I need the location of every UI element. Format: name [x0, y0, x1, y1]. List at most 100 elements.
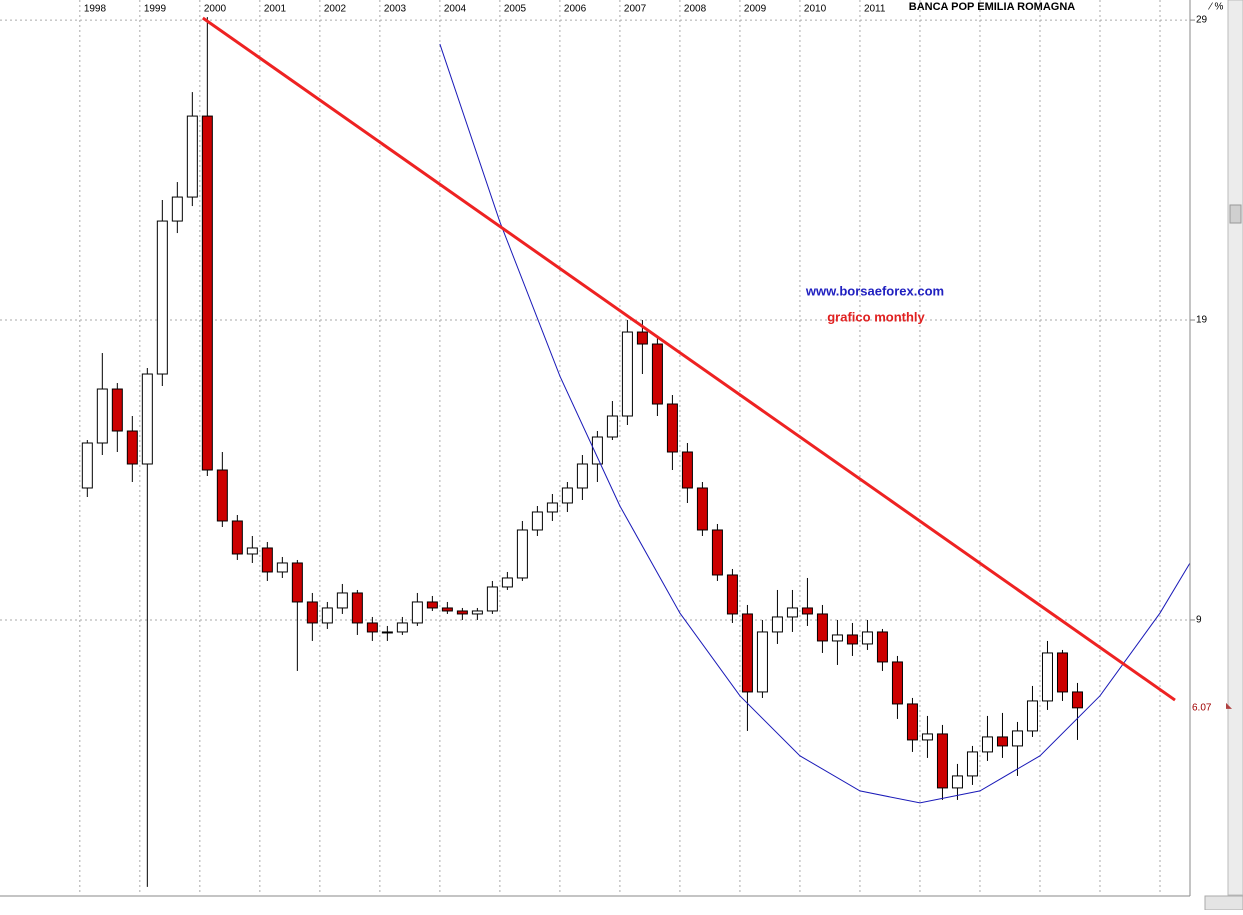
candle-body [1026, 700, 1038, 732]
scroll-thumb[interactable] [1229, 204, 1242, 224]
candle-body [291, 562, 303, 603]
candle-body [261, 547, 273, 573]
y-tick-label: 19 [1196, 315, 1208, 326]
candle-body [846, 634, 858, 645]
x-tick-label: 2009 [744, 4, 767, 15]
candle-body [231, 520, 243, 555]
last-price-label: 6.07 [1192, 702, 1212, 713]
y-tick-label: 9 [1196, 615, 1202, 626]
candle-body [396, 622, 408, 633]
candle-body [141, 373, 153, 465]
candle-body [891, 661, 903, 705]
candle-body [666, 403, 678, 453]
x-tick-label: 2010 [804, 4, 827, 15]
x-tick-label: 1998 [84, 4, 107, 15]
candle-body [636, 331, 648, 345]
candle-body [996, 736, 1008, 747]
marks [81, 16, 1191, 887]
candle-body [171, 196, 183, 222]
candle-body [861, 631, 873, 645]
scrollbar[interactable] [1227, 0, 1243, 896]
candle-body [681, 451, 693, 489]
candle-body [1041, 652, 1053, 702]
last-price-marker [1226, 702, 1232, 709]
x-tick-label: 2006 [564, 4, 587, 15]
candle-body [411, 601, 423, 624]
x-tick-label: 2005 [504, 4, 527, 15]
candle-body [1056, 652, 1068, 693]
candle-body [651, 343, 663, 405]
candle-body [786, 607, 798, 618]
candle-body [771, 616, 783, 633]
candle-body [441, 607, 453, 612]
x-tick-label: 1999 [144, 4, 167, 15]
candle-body [906, 703, 918, 741]
x-tick-label: 2001 [264, 4, 287, 15]
chart-title: BANCA POP EMILIA ROMAGNA [909, 1, 1075, 13]
icon[interactable]: ⁄ % [1207, 2, 1223, 13]
candle-body [366, 622, 378, 633]
candle-body [936, 733, 948, 789]
annotation: grafico monthly [827, 309, 925, 324]
x-tick-label: 2004 [444, 4, 467, 15]
candle-body [246, 547, 258, 555]
candle-body [966, 751, 978, 777]
candle-body [351, 592, 363, 624]
grid [0, 0, 1190, 895]
x-tick-label: 2002 [324, 4, 347, 15]
candle-body [186, 115, 198, 198]
candle-body [576, 463, 588, 489]
annotation: www.borsaeforex.com [805, 283, 944, 298]
candle-body [756, 631, 768, 693]
candle-body [711, 529, 723, 576]
candle-body [621, 331, 633, 417]
candle-body [456, 610, 468, 615]
trend-line [201, 16, 1176, 702]
candle-body [81, 442, 93, 489]
candle-body [726, 574, 738, 615]
candle-body [546, 502, 558, 513]
candle-body [981, 736, 993, 753]
candle-body [741, 613, 753, 693]
candle-body [531, 511, 543, 531]
candle-body [801, 607, 813, 615]
x-tick-label: 2000 [204, 4, 227, 15]
candle-body [921, 733, 933, 741]
zoom-controls[interactable] [1204, 895, 1243, 911]
candle-body [876, 631, 888, 663]
candle-body [816, 613, 828, 642]
candle-body [306, 601, 318, 624]
candle-body [321, 607, 333, 624]
candle-body [1071, 691, 1083, 709]
y-tick-label: 29 [1196, 15, 1208, 26]
candle-body [471, 610, 483, 615]
candle-body [831, 634, 843, 642]
candle-body [126, 430, 138, 465]
candle-body [426, 601, 438, 609]
candle-body [561, 487, 573, 504]
candle-body [156, 220, 168, 375]
candle-body [96, 388, 108, 444]
candle-body [201, 115, 213, 471]
candle-body [486, 586, 498, 612]
candle-body [276, 562, 288, 573]
x-tick-label: 2007 [624, 4, 647, 15]
candle-body [336, 592, 348, 609]
candle-body [606, 415, 618, 438]
candle-body [591, 436, 603, 465]
candle-body [516, 529, 528, 579]
x-tick-label: 2011 [864, 4, 886, 15]
x-tick-label: 2003 [384, 4, 407, 15]
x-tick-label: 2008 [684, 4, 707, 15]
parabola-curve [439, 43, 1191, 804]
candle-body [696, 487, 708, 531]
candle-body [1011, 730, 1023, 747]
candle-body [111, 388, 123, 432]
candle-body [501, 577, 513, 588]
candle-body [216, 469, 228, 522]
candle-body [381, 631, 393, 634]
candle-body [951, 775, 963, 789]
